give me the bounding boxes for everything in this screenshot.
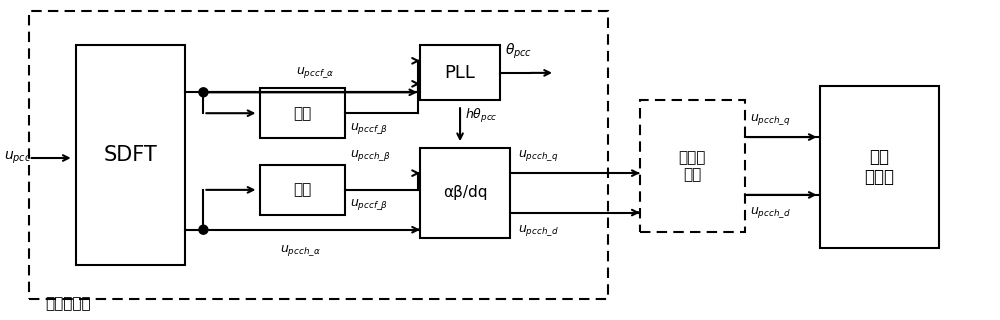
Text: $u_{pcch\_\beta}$: $u_{pcch\_\beta}$ — [350, 148, 391, 163]
Text: $u_{pcch\_d}$: $u_{pcch\_d}$ — [518, 222, 559, 237]
Text: $u_{pccf\_\alpha}$: $u_{pccf\_\alpha}$ — [296, 65, 334, 80]
Text: αβ/dq: αβ/dq — [443, 185, 487, 200]
Text: 延时: 延时 — [294, 182, 312, 197]
Bar — [260, 88, 345, 138]
Text: 本地
控制器: 本地 控制器 — [864, 148, 894, 186]
Text: $u_{pcch\_d}$: $u_{pcch\_d}$ — [750, 205, 790, 220]
Bar — [820, 86, 939, 248]
Bar — [420, 148, 510, 238]
Text: $u_{pcch\_q}$: $u_{pcch\_q}$ — [750, 112, 790, 127]
Text: $u_{pcch\_\alpha}$: $u_{pcch\_\alpha}$ — [280, 243, 321, 258]
Text: 集中控制器: 集中控制器 — [46, 296, 91, 311]
Circle shape — [199, 88, 208, 97]
Bar — [640, 100, 745, 232]
Text: PLL: PLL — [445, 64, 475, 82]
Text: $h\theta_{pcc}$: $h\theta_{pcc}$ — [465, 107, 498, 125]
Bar — [76, 45, 185, 265]
Bar — [260, 165, 345, 215]
Text: $u_{pccf\_\beta}$: $u_{pccf\_\beta}$ — [350, 197, 388, 212]
Text: $u_{pcc}$: $u_{pcc}$ — [4, 150, 31, 166]
Text: $u_{pccf\_\beta}$: $u_{pccf\_\beta}$ — [350, 121, 388, 136]
Text: $u_{pcch\_q}$: $u_{pcch\_q}$ — [518, 148, 558, 163]
Circle shape — [199, 225, 208, 234]
Bar — [29, 11, 608, 300]
Bar — [420, 45, 500, 100]
Text: 低带宽
通信: 低带宽 通信 — [679, 150, 706, 182]
Text: SDFT: SDFT — [104, 145, 157, 165]
Text: $\theta_{pcc}$: $\theta_{pcc}$ — [505, 42, 532, 61]
Text: 延时: 延时 — [294, 106, 312, 121]
